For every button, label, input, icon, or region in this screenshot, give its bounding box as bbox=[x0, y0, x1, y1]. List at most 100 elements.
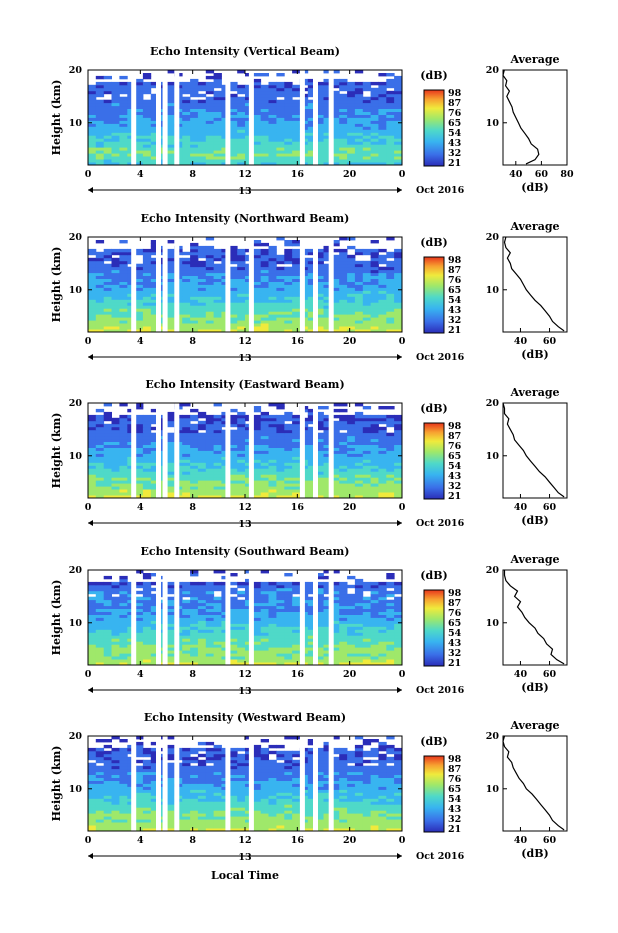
heatmap-cell bbox=[198, 293, 206, 296]
heatmap-cell bbox=[119, 483, 127, 486]
heatmap-cell bbox=[363, 85, 371, 88]
heatmap-cell bbox=[378, 433, 386, 436]
heatmap-cell bbox=[88, 600, 96, 603]
heatmap-cell bbox=[135, 314, 143, 317]
heatmap-cell bbox=[386, 471, 394, 474]
heatmap-cell bbox=[96, 816, 104, 819]
heatmap-cell bbox=[112, 433, 120, 436]
heatmap-cell bbox=[378, 459, 386, 462]
heatmap-cell bbox=[276, 153, 284, 156]
heatmap-cell bbox=[104, 126, 112, 129]
heatmap-cell bbox=[394, 112, 402, 115]
heatmap-cell bbox=[143, 609, 151, 612]
heatmap-cell bbox=[143, 270, 151, 273]
heatmap-cell bbox=[182, 609, 190, 612]
heatmap-cell bbox=[363, 276, 371, 279]
heatmap-cell bbox=[112, 311, 120, 314]
heatmap-cell bbox=[206, 76, 214, 79]
heatmap-cell bbox=[253, 258, 261, 261]
heatmap-cell bbox=[198, 448, 206, 451]
heatmap-cell bbox=[96, 427, 104, 430]
heatmap-cell bbox=[253, 109, 261, 112]
heatmap-cell bbox=[276, 632, 284, 635]
heatmap-cell bbox=[182, 489, 190, 492]
heatmap-cell bbox=[347, 459, 355, 462]
heatmap-cell bbox=[363, 424, 371, 427]
heatmap-cell bbox=[292, 302, 300, 305]
heatmap-cell bbox=[253, 406, 261, 409]
heatmap-cell bbox=[355, 430, 363, 433]
heatmap-cell bbox=[229, 123, 237, 126]
heatmap-cell bbox=[182, 427, 190, 430]
heatmap-cell bbox=[198, 314, 206, 317]
date-span-arrow bbox=[88, 187, 93, 193]
heatmap-cell bbox=[394, 647, 402, 650]
data-gap bbox=[329, 570, 334, 665]
heatmap-cell bbox=[88, 816, 96, 819]
heatmap-cell bbox=[339, 255, 347, 258]
x-tick-label: 0 bbox=[85, 169, 92, 180]
heatmap-cell bbox=[229, 606, 237, 609]
heatmap-cell bbox=[206, 415, 214, 418]
heatmap-cell bbox=[394, 819, 402, 822]
heatmap-cell bbox=[135, 320, 143, 323]
heatmap-cell bbox=[104, 439, 112, 442]
heatmap-cell bbox=[182, 433, 190, 436]
heatmap-cell bbox=[276, 621, 284, 624]
heatmap-cell bbox=[96, 442, 104, 445]
heatmap-cell bbox=[135, 822, 143, 825]
heatmap-cell bbox=[198, 94, 206, 97]
heatmap-cell bbox=[229, 471, 237, 474]
heatmap-cell bbox=[88, 615, 96, 618]
heatmap-cell bbox=[198, 112, 206, 115]
heatmap-cell bbox=[190, 115, 198, 118]
heatmap-cell bbox=[269, 626, 277, 629]
heatmap-cell bbox=[269, 644, 277, 647]
heatmap-cell bbox=[339, 308, 347, 311]
average-profile-line bbox=[503, 70, 539, 164]
heatmap-cell bbox=[198, 618, 206, 621]
heatmap-cell bbox=[378, 486, 386, 489]
heatmap-cell bbox=[96, 296, 104, 299]
heatmap-cell bbox=[88, 285, 96, 288]
heatmap-cell bbox=[363, 302, 371, 305]
heatmap-cell bbox=[253, 653, 261, 656]
heatmap-cell bbox=[206, 305, 214, 308]
heatmap-cell bbox=[276, 606, 284, 609]
heatmap-cell bbox=[253, 445, 261, 448]
heatmap-cell bbox=[292, 240, 300, 243]
heatmap-cell bbox=[339, 326, 347, 329]
heatmap-cell bbox=[363, 609, 371, 612]
heatmap-cell bbox=[206, 123, 214, 126]
heatmap-cell bbox=[276, 82, 284, 85]
heatmap-cell bbox=[363, 314, 371, 317]
heatmap-cell bbox=[363, 320, 371, 323]
heatmap-cell bbox=[198, 141, 206, 144]
heatmap-cell bbox=[284, 659, 292, 662]
heatmap-cell bbox=[112, 591, 120, 594]
heatmap-cell bbox=[339, 819, 347, 822]
x-tick-label: 0 bbox=[399, 169, 406, 180]
heatmap-cell bbox=[276, 91, 284, 94]
heatmap-cell bbox=[394, 264, 402, 267]
heatmap-cell bbox=[284, 618, 292, 621]
heatmap-cell bbox=[284, 573, 292, 576]
chart-title: Echo Intensity (Southward Beam) bbox=[141, 545, 350, 558]
data-gap bbox=[174, 70, 179, 165]
heatmap-cell bbox=[276, 585, 284, 588]
heatmap-cell bbox=[135, 326, 143, 329]
heatmap-cell bbox=[363, 326, 371, 329]
heatmap-cell bbox=[394, 659, 402, 662]
heatmap-cell bbox=[378, 290, 386, 293]
heatmap-cell bbox=[394, 415, 402, 418]
heatmap-cell bbox=[143, 576, 151, 579]
heatmap-cell bbox=[355, 816, 363, 819]
x-tick-label: 4 bbox=[137, 336, 144, 347]
heatmap-cell bbox=[104, 430, 112, 433]
heatmap-cell bbox=[276, 279, 284, 282]
heatmap-cell bbox=[355, 632, 363, 635]
heatmap-cell bbox=[261, 308, 269, 311]
heatmap-cell bbox=[206, 91, 214, 94]
heatmap-cell bbox=[253, 477, 261, 480]
heatmap-cell bbox=[96, 582, 104, 585]
